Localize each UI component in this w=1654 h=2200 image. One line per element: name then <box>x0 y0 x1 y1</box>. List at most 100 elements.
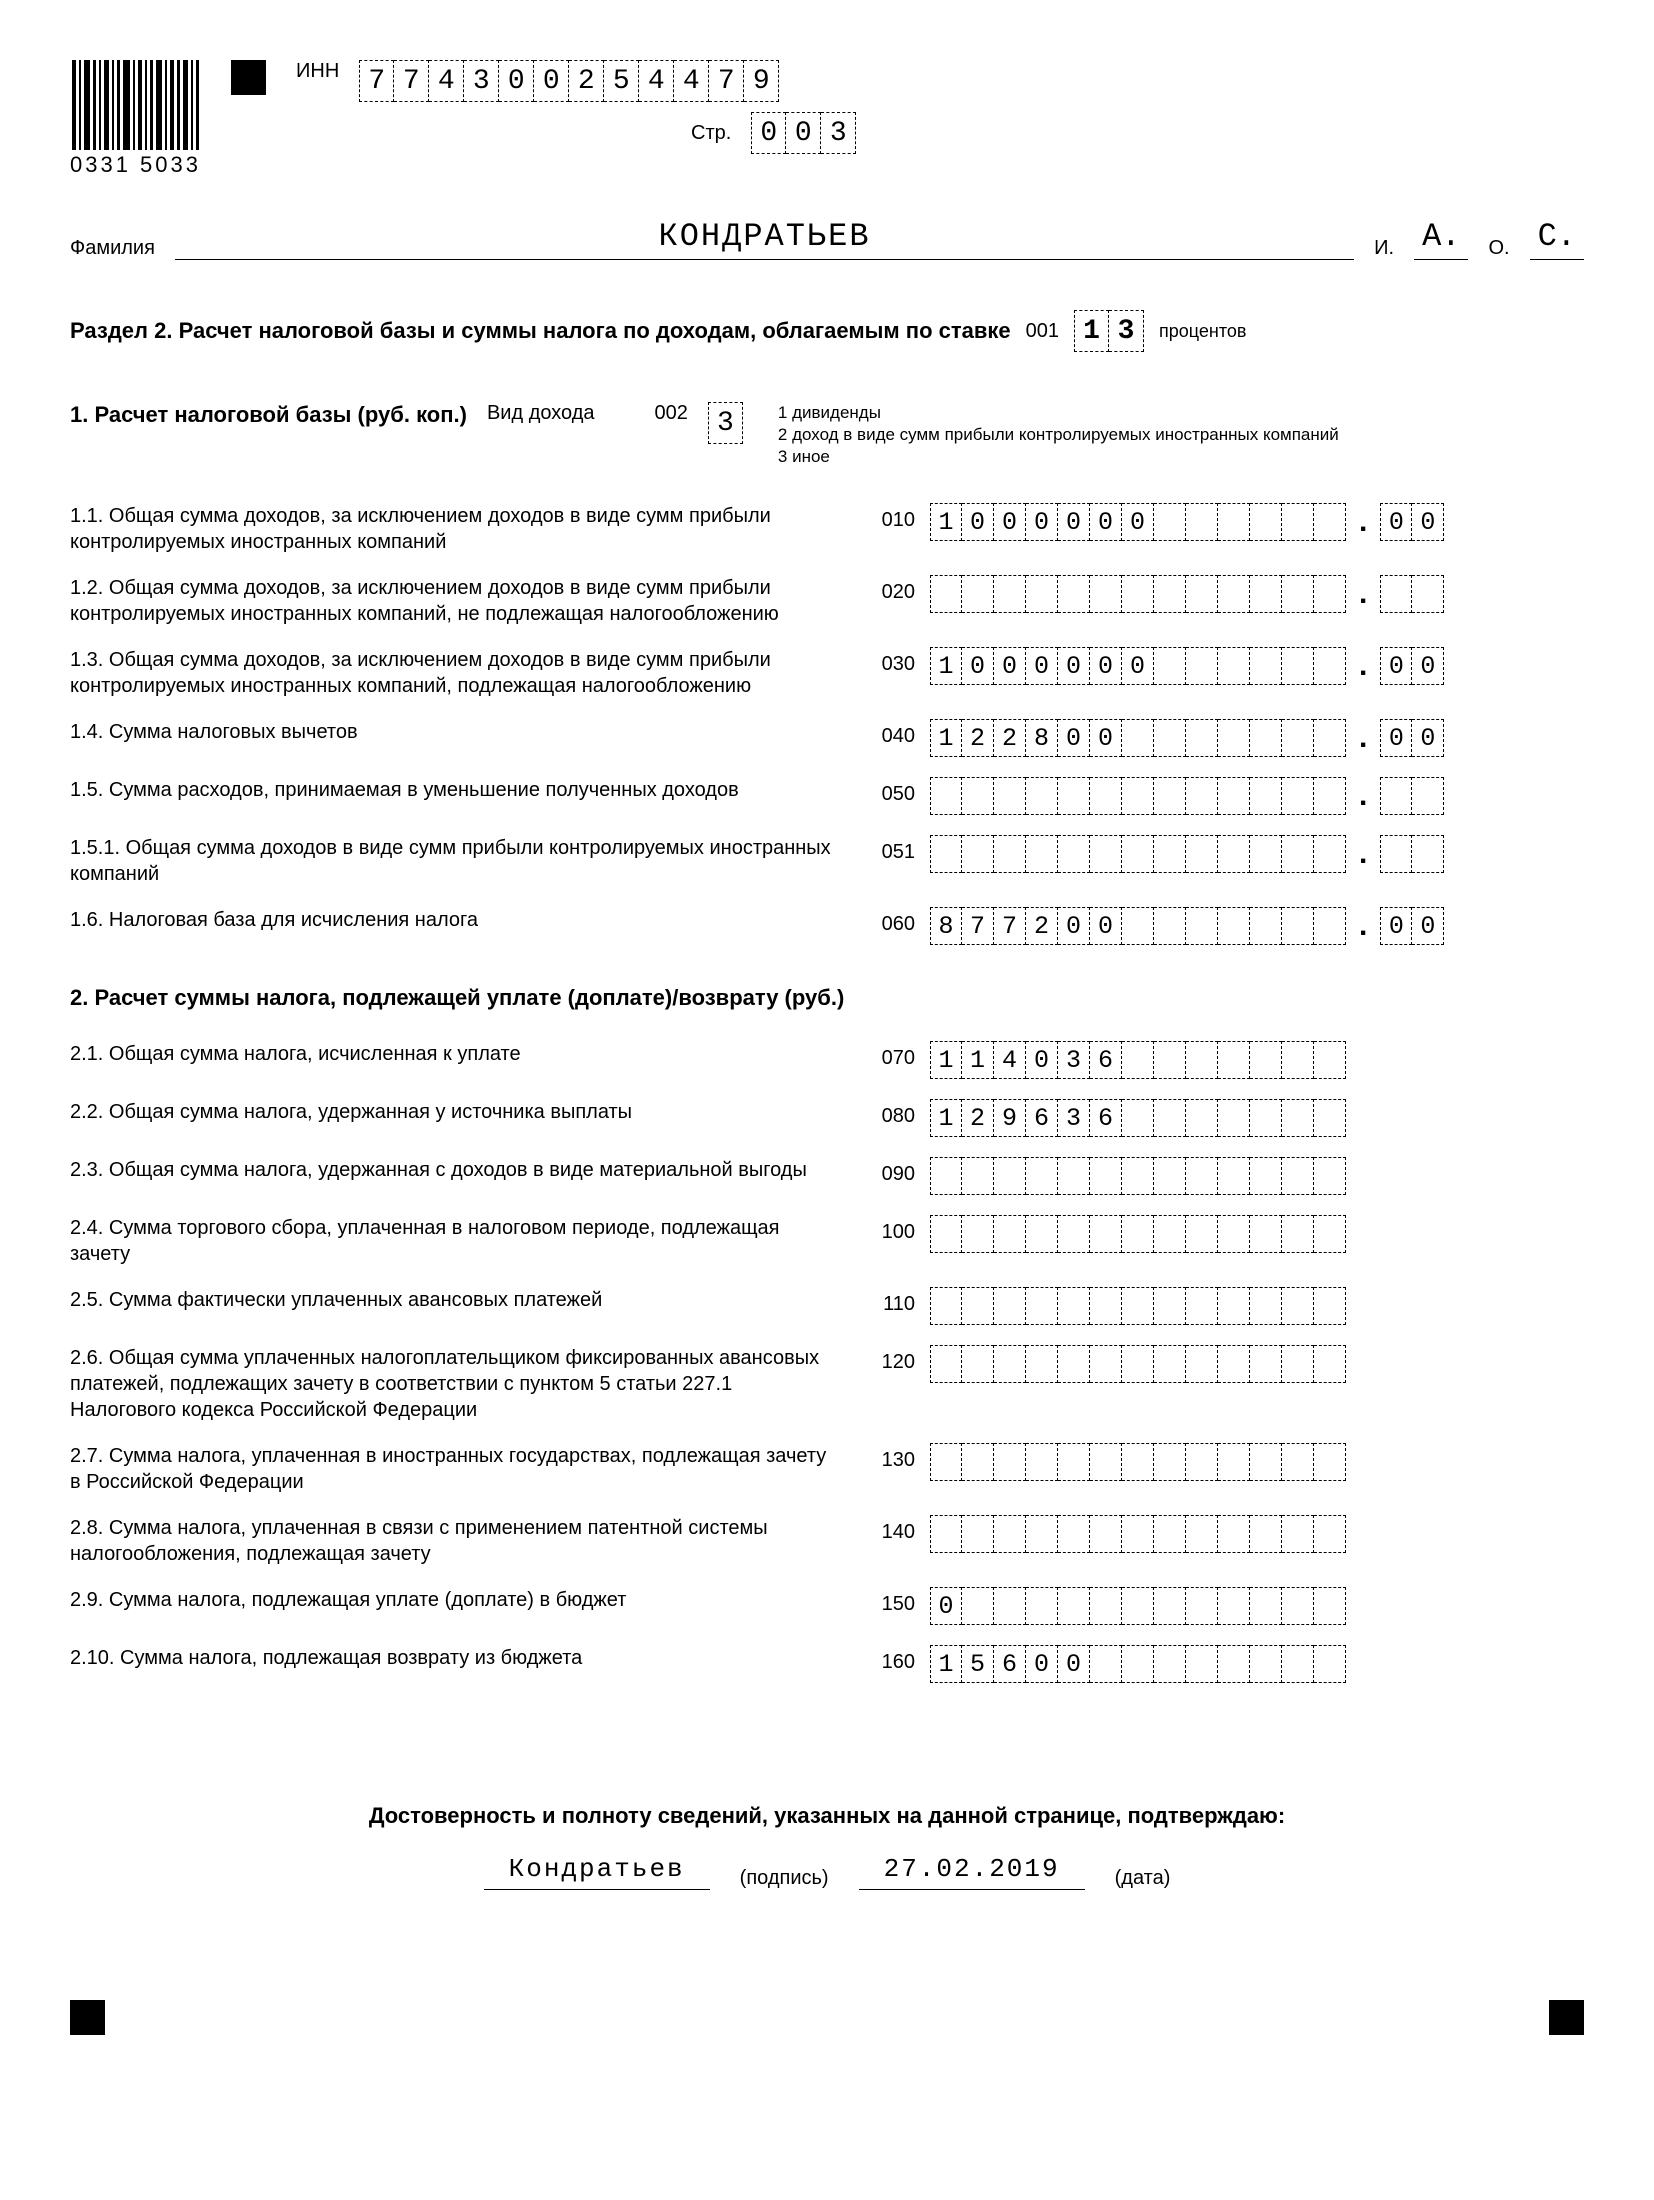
section-title-text: Раздел 2. Расчет налоговой базы и суммы … <box>70 318 1011 344</box>
row-desc: 2.10. Сумма налога, подлежащая возврату … <box>70 1645 860 1671</box>
form-row: 1.3. Общая сумма доходов, за исключением… <box>70 647 1584 699</box>
row-value <box>930 1215 1346 1253</box>
row-value: . <box>930 575 1444 613</box>
row-value: 0 <box>930 1587 1346 1625</box>
inn-value: 774300254479 <box>359 60 779 102</box>
form-row: 1.2. Общая сумма доходов, за исключением… <box>70 575 1584 627</box>
row-value: 122800.00 <box>930 719 1444 757</box>
form-row: 1.5.1. Общая сумма доходов в виде сумм п… <box>70 835 1584 887</box>
decimal-dot: . <box>1356 649 1370 683</box>
footer-block: Достоверность и полноту сведений, указан… <box>70 1803 1584 1890</box>
footer-sign-row: Кондратьев (подпись) 27.02.2019 (дата) <box>70 1854 1584 1890</box>
signature-value: Кондратьев <box>484 1854 710 1890</box>
row-value: . <box>930 835 1444 873</box>
income-type-code: 002 <box>655 402 688 425</box>
row-code: 050 <box>860 777 930 806</box>
row-code: 080 <box>860 1099 930 1128</box>
i-value: А. <box>1414 218 1468 260</box>
inn-page-stack: ИНН 774300254479 Стр. 003 <box>296 60 856 154</box>
form-row: 1.1. Общая сумма доходов, за исключением… <box>70 503 1584 555</box>
row-desc: 1.6. Налоговая база для исчисления налог… <box>70 907 860 933</box>
surname-label: Фамилия <box>70 237 155 260</box>
percent-label: процентов <box>1159 321 1246 342</box>
decimal-dot: . <box>1356 779 1370 813</box>
inn-block: ИНН 774300254479 <box>296 60 856 102</box>
surname-value: КОНДРАТЬЕВ <box>175 218 1354 260</box>
decimal-dot: . <box>1356 505 1370 539</box>
row-desc: 2.1. Общая сумма налога, исчисленная к у… <box>70 1041 860 1067</box>
row-code: 020 <box>860 575 930 604</box>
form-row: 2.5. Сумма фактически уплаченных авансов… <box>70 1287 1584 1325</box>
row-code: 090 <box>860 1157 930 1186</box>
row-value <box>930 1345 1346 1383</box>
row-desc: 2.6. Общая сумма уплаченных налогоплател… <box>70 1345 860 1423</box>
decimal-dot: . <box>1356 837 1370 871</box>
row-desc: 1.4. Сумма налоговых вычетов <box>70 719 860 745</box>
section2-title: 2. Расчет суммы налога, подлежащей уплат… <box>70 985 1584 1011</box>
row-desc: 1.5.1. Общая сумма доходов в виде сумм п… <box>70 835 860 887</box>
row-code: 010 <box>860 503 930 532</box>
page-value: 003 <box>751 112 856 154</box>
sub1-title: 1. Расчет налоговой базы (руб. коп.) <box>70 402 467 428</box>
row-code: 100 <box>860 1215 930 1244</box>
row-code: 140 <box>860 1515 930 1544</box>
form-row: 2.7. Сумма налога, уплаченная в иностран… <box>70 1443 1584 1495</box>
row-value <box>930 1157 1346 1195</box>
row-code: 030 <box>860 647 930 676</box>
header-row: 0331 5033 ИНН 774300254479 Стр. 003 <box>70 60 1584 178</box>
row-value: 114036 <box>930 1041 1346 1079</box>
row-desc: 2.8. Сумма налога, уплаченная в связи с … <box>70 1515 860 1567</box>
form-row: 2.1. Общая сумма налога, исчисленная к у… <box>70 1041 1584 1079</box>
row-desc: 2.3. Общая сумма налога, удержанная с до… <box>70 1157 860 1183</box>
form-row: 2.3. Общая сумма налога, удержанная с до… <box>70 1157 1584 1195</box>
row-desc: 2.5. Сумма фактически уплаченных авансов… <box>70 1287 860 1313</box>
decimal-dot: . <box>1356 721 1370 755</box>
page-block: Стр. 003 <box>691 112 856 154</box>
row-code: 060 <box>860 907 930 936</box>
rate-value: 13 <box>1074 310 1144 352</box>
form-row: 2.4. Сумма торгового сбора, уплаченная в… <box>70 1215 1584 1267</box>
row-desc: 2.2. Общая сумма налога, удержанная у ис… <box>70 1099 860 1125</box>
form-row: 2.9. Сумма налога, подлежащая уплате (до… <box>70 1587 1584 1625</box>
page-label: Стр. <box>691 122 731 145</box>
row-desc: 1.2. Общая сумма доходов, за исключением… <box>70 575 860 627</box>
signature-label: (подпись) <box>740 1867 829 1890</box>
income-legend: 1 дивиденды 2 доход в виде сумм прибыли … <box>778 402 1339 468</box>
barcode-label: 0331 5033 <box>70 152 201 178</box>
row-value <box>930 1443 1346 1481</box>
rate-code-label: 001 <box>1026 320 1059 343</box>
barcode-icon <box>72 60 199 150</box>
i-label: И. <box>1374 237 1394 260</box>
decimal-dot: . <box>1356 909 1370 943</box>
form-row: 1.6. Налоговая база для исчисления налог… <box>70 907 1584 945</box>
row-code: 130 <box>860 1443 930 1472</box>
form-row: 1.4. Сумма налоговых вычетов040122800.00 <box>70 719 1584 757</box>
sub1-header: 1. Расчет налоговой базы (руб. коп.) Вид… <box>70 402 1584 468</box>
row-value <box>930 1287 1346 1325</box>
date-label: (дата) <box>1115 1867 1171 1890</box>
row-desc: 1.5. Сумма расходов, принимаемая в умень… <box>70 777 860 803</box>
bottom-markers <box>70 2000 1584 2035</box>
legend-3: 3 иное <box>778 446 1339 468</box>
row-value: 877200.00 <box>930 907 1444 945</box>
row-code: 040 <box>860 719 930 748</box>
row-code: 051 <box>860 835 930 864</box>
income-type-label: Вид дохода <box>487 402 595 425</box>
barcode-block: 0331 5033 <box>70 60 201 178</box>
inn-label: ИНН <box>296 60 339 83</box>
section-title: Раздел 2. Расчет налоговой базы и суммы … <box>70 310 1584 352</box>
date-value: 27.02.2019 <box>859 1854 1085 1890</box>
row-code: 150 <box>860 1587 930 1616</box>
o-value: С. <box>1530 218 1584 260</box>
income-type-value: 3 <box>708 402 743 444</box>
row-desc: 2.7. Сумма налога, уплаченная в иностран… <box>70 1443 860 1495</box>
form-row: 2.6. Общая сумма уплаченных налогоплател… <box>70 1345 1584 1423</box>
row-value: 1000000.00 <box>930 647 1444 685</box>
form-row: 2.8. Сумма налога, уплаченная в связи с … <box>70 1515 1584 1567</box>
legend-1: 1 дивиденды <box>778 402 1339 424</box>
decimal-dot: . <box>1356 577 1370 611</box>
name-line: Фамилия КОНДРАТЬЕВ И. А. О. С. <box>70 218 1584 260</box>
row-code: 160 <box>860 1645 930 1674</box>
marker-square-top <box>231 60 266 95</box>
marker-square-bl <box>70 2000 105 2035</box>
